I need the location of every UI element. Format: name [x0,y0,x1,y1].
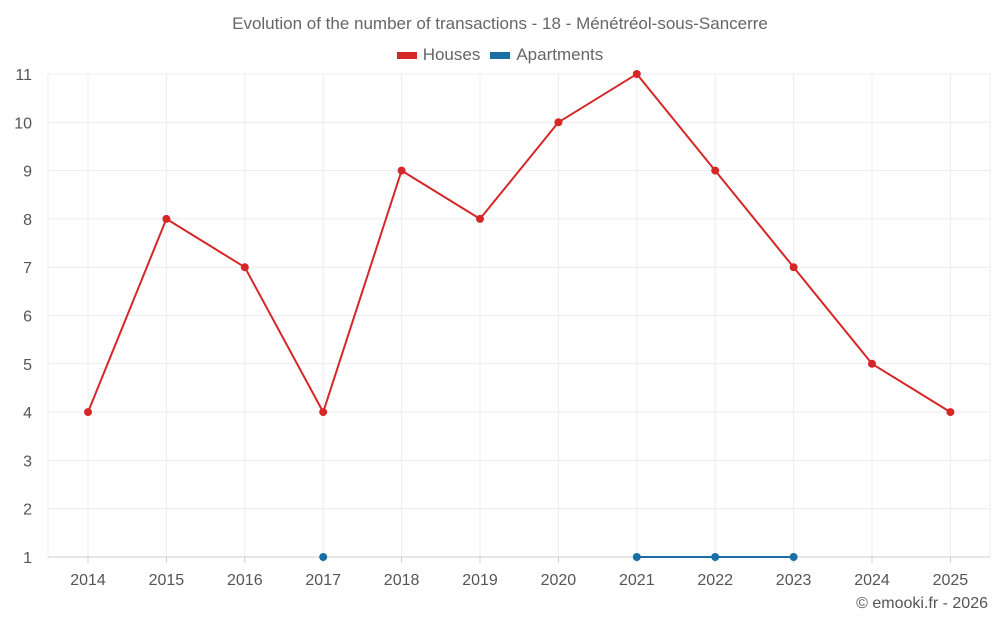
y-tick-label-8: 8 [23,212,32,229]
point-houses-2023 [789,263,798,272]
y-tick-label-6: 6 [23,309,32,326]
y-tick-label-3: 3 [23,453,32,470]
y-tick-label-7: 7 [23,260,32,277]
point-apartments-2021 [632,553,641,561]
x-tick-label-2021: 2021 [619,572,655,589]
series-houses [84,70,955,417]
y-tick-label-4: 4 [23,405,32,422]
x-tick-label-2018: 2018 [384,572,420,589]
legend-label-houses: Houses [422,45,481,64]
point-houses-2021 [632,70,641,78]
x-tick-label-2024: 2024 [854,572,890,589]
footer-credit: © emooki.fr - 2026 [856,595,988,612]
chart-legend: Houses Apartments [0,45,1000,65]
x-tick-label-2025: 2025 [933,572,969,589]
point-houses-2022 [711,166,720,175]
x-tick-label-2014: 2014 [70,572,106,589]
series-line-houses [87,73,951,414]
point-houses-2018 [397,166,406,175]
point-houses-2014 [84,408,92,417]
y-tick-label-11: 11 [15,67,32,84]
legend-swatch-apartments [490,51,511,59]
y-tick-label-9: 9 [23,164,32,181]
chart-grid [47,73,991,557]
legend-swatch-houses [396,51,417,59]
chart-series [84,70,955,561]
legend-label-apartments: Apartments [516,45,604,64]
x-tick-label-2019: 2019 [462,572,498,589]
x-tick-label-2023: 2023 [776,572,812,589]
point-houses-2019 [476,214,484,223]
y-tick-label-1: 1 [23,550,32,567]
x-tick-label-2017: 2017 [305,572,341,589]
legend-item-houses[interactable]: Houses [396,45,481,65]
point-houses-2025 [946,408,955,417]
point-apartments-2017 [319,553,328,561]
point-apartments-2023 [789,553,798,561]
y-tick-label-5: 5 [23,357,32,374]
point-houses-2020 [554,118,563,127]
series-apartments [319,553,798,561]
point-houses-2024 [868,359,876,368]
point-apartments-2022 [711,553,720,561]
point-houses-2016 [240,263,249,272]
x-tick-label-2015: 2015 [149,572,185,589]
chart-axes: 1 2 3 4 5 6 7 8 9 10 11 2014 2015 2016 2017 2018 2019 202… [14,67,990,589]
legend-item-apartments[interactable]: Apartments [490,45,603,65]
x-tick-label-2020: 2020 [541,572,577,589]
chart-title: Evolution of the number of transactions … [232,14,768,33]
x-tick-label-2016: 2016 [227,572,263,589]
x-tick-label-2022: 2022 [697,572,733,589]
y-tick-label-2: 2 [23,502,32,519]
point-houses-2015 [162,214,171,223]
y-tick-label-10: 10 [14,115,32,132]
point-houses-2017 [319,408,328,417]
